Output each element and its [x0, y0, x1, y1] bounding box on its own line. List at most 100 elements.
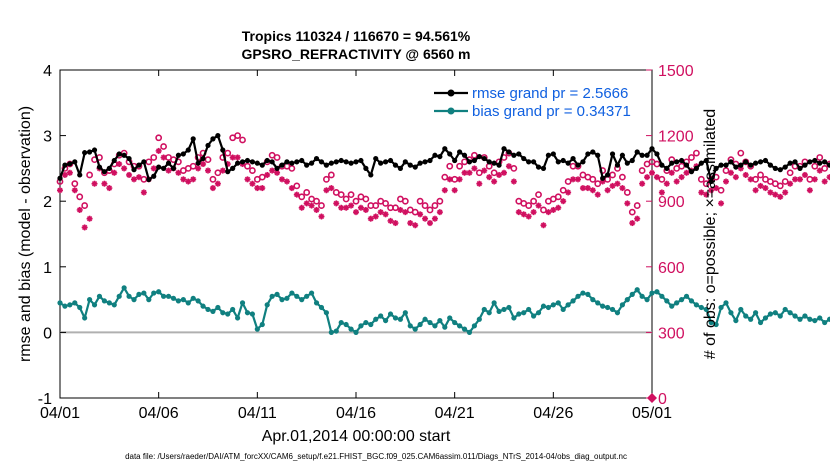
- bias-point: [683, 293, 690, 299]
- rmse-point: [521, 155, 527, 162]
- obs-assimilated-point: [747, 176, 754, 183]
- y-left-tick-label: 4: [43, 63, 52, 80]
- rmse-point: [200, 155, 206, 162]
- rmse-point: [471, 157, 477, 164]
- rmse-point: [284, 159, 290, 165]
- obs-assimilated-point: [634, 215, 641, 222]
- bias-point: [269, 293, 275, 299]
- obs-possible-point: [273, 154, 281, 161]
- rmse-point: [116, 151, 122, 157]
- obs-assimilated-point: [66, 169, 73, 176]
- obs-possible-point: [239, 136, 246, 144]
- obs-possible-point: [337, 191, 345, 199]
- bias-point: [461, 326, 468, 332]
- rmse-point: [535, 164, 542, 170]
- bias-point: [812, 317, 818, 324]
- rmse-point: [693, 165, 700, 171]
- obs-assimilated-point: [698, 189, 705, 196]
- rmse-point: [427, 157, 433, 164]
- rmse-point: [437, 153, 443, 160]
- obs-assimilated-point: [377, 209, 384, 216]
- obs-possible-point: [821, 164, 829, 172]
- rmse-point: [195, 160, 201, 166]
- rmse-point: [777, 167, 783, 173]
- bias-point: [353, 329, 359, 335]
- rmse-point: [333, 159, 339, 165]
- rmse-point: [624, 160, 630, 166]
- obs-assimilated-point: [678, 174, 685, 181]
- bias-point: [289, 290, 295, 296]
- bias-point: [535, 310, 542, 316]
- obs-assimilated-point: [427, 220, 433, 227]
- bias-point: [304, 293, 310, 299]
- rmse-point: [496, 162, 502, 168]
- bias-point: [422, 316, 428, 322]
- bias-point: [175, 298, 181, 304]
- bias-point: [767, 311, 774, 317]
- bias-point: [481, 306, 487, 313]
- y-left-tick-label: 2: [43, 194, 52, 211]
- bias-point: [338, 319, 344, 326]
- rmse-point: [161, 165, 167, 171]
- obs-possible-point: [318, 202, 325, 209]
- obs-possible-point: [559, 186, 567, 194]
- obs-possible-point: [456, 162, 463, 170]
- obs-assimilated-point: [441, 187, 448, 194]
- rmse-point: [595, 152, 601, 158]
- bias-point: [649, 290, 655, 296]
- rmse-point: [723, 162, 729, 168]
- bias-point: [131, 297, 137, 303]
- obs-assimilated-point: [609, 182, 616, 189]
- obs-possible-point: [298, 193, 306, 201]
- obs-possible-point: [693, 149, 700, 157]
- obs-assimilated-point: [175, 169, 182, 176]
- rmse-point: [466, 159, 473, 165]
- obs-assimilated-point: [165, 167, 172, 174]
- obs-assimilated-point: [269, 167, 276, 174]
- obs-assimilated-point: [525, 213, 532, 220]
- obs-assimilated-point: [298, 204, 305, 211]
- obs-assimilated-point: [481, 167, 488, 174]
- bias-point: [244, 310, 251, 316]
- obs-assimilated-point: [555, 204, 562, 211]
- bias-point: [575, 293, 581, 299]
- chart-legend: rmse grand pr = 2.5666 bias grand pr = 0…: [434, 85, 631, 120]
- rmse-point: [289, 160, 295, 166]
- obs-assimilated-point: [767, 189, 774, 196]
- bias-point: [531, 313, 537, 319]
- bias-point: [545, 304, 552, 311]
- rmse-point: [757, 159, 764, 165]
- obs-assimilated-point: [649, 169, 655, 176]
- bias-point: [427, 319, 433, 326]
- bias-point: [669, 303, 675, 309]
- obs-assimilated-point: [663, 180, 670, 187]
- rmse-point: [407, 162, 413, 168]
- bias-point: [170, 295, 177, 301]
- rmse-point: [323, 162, 329, 168]
- rmse-point: [131, 167, 137, 173]
- obs-assimilated-point: [496, 171, 503, 178]
- x-tick-label: 04/11: [238, 405, 277, 422]
- bias-point: [728, 310, 734, 316]
- obs-assimilated-point: [436, 209, 443, 216]
- obs-assimilated-point: [520, 211, 527, 218]
- bias-point: [664, 298, 670, 304]
- bias-point: [748, 316, 754, 322]
- obs-assimilated-point: [180, 176, 187, 183]
- rmse-point: [738, 162, 744, 168]
- rmse-point: [91, 147, 98, 153]
- obs-possible-point: [811, 162, 819, 170]
- obs-assimilated-point: [594, 191, 601, 198]
- bias-point: [822, 319, 828, 326]
- obs-assimilated-point: [673, 178, 680, 185]
- bias-point: [827, 316, 830, 322]
- rmse-point: [590, 149, 596, 155]
- obs-assimilated-point: [357, 204, 364, 211]
- rmse-point: [713, 165, 719, 171]
- obs-possible-point: [678, 162, 685, 170]
- obs-possible-point: [510, 164, 518, 172]
- rmse-point: [802, 162, 808, 168]
- bias-point: [585, 291, 591, 297]
- y-right-tick-label: 0: [658, 391, 667, 408]
- obs-assimilated-point: [535, 202, 542, 209]
